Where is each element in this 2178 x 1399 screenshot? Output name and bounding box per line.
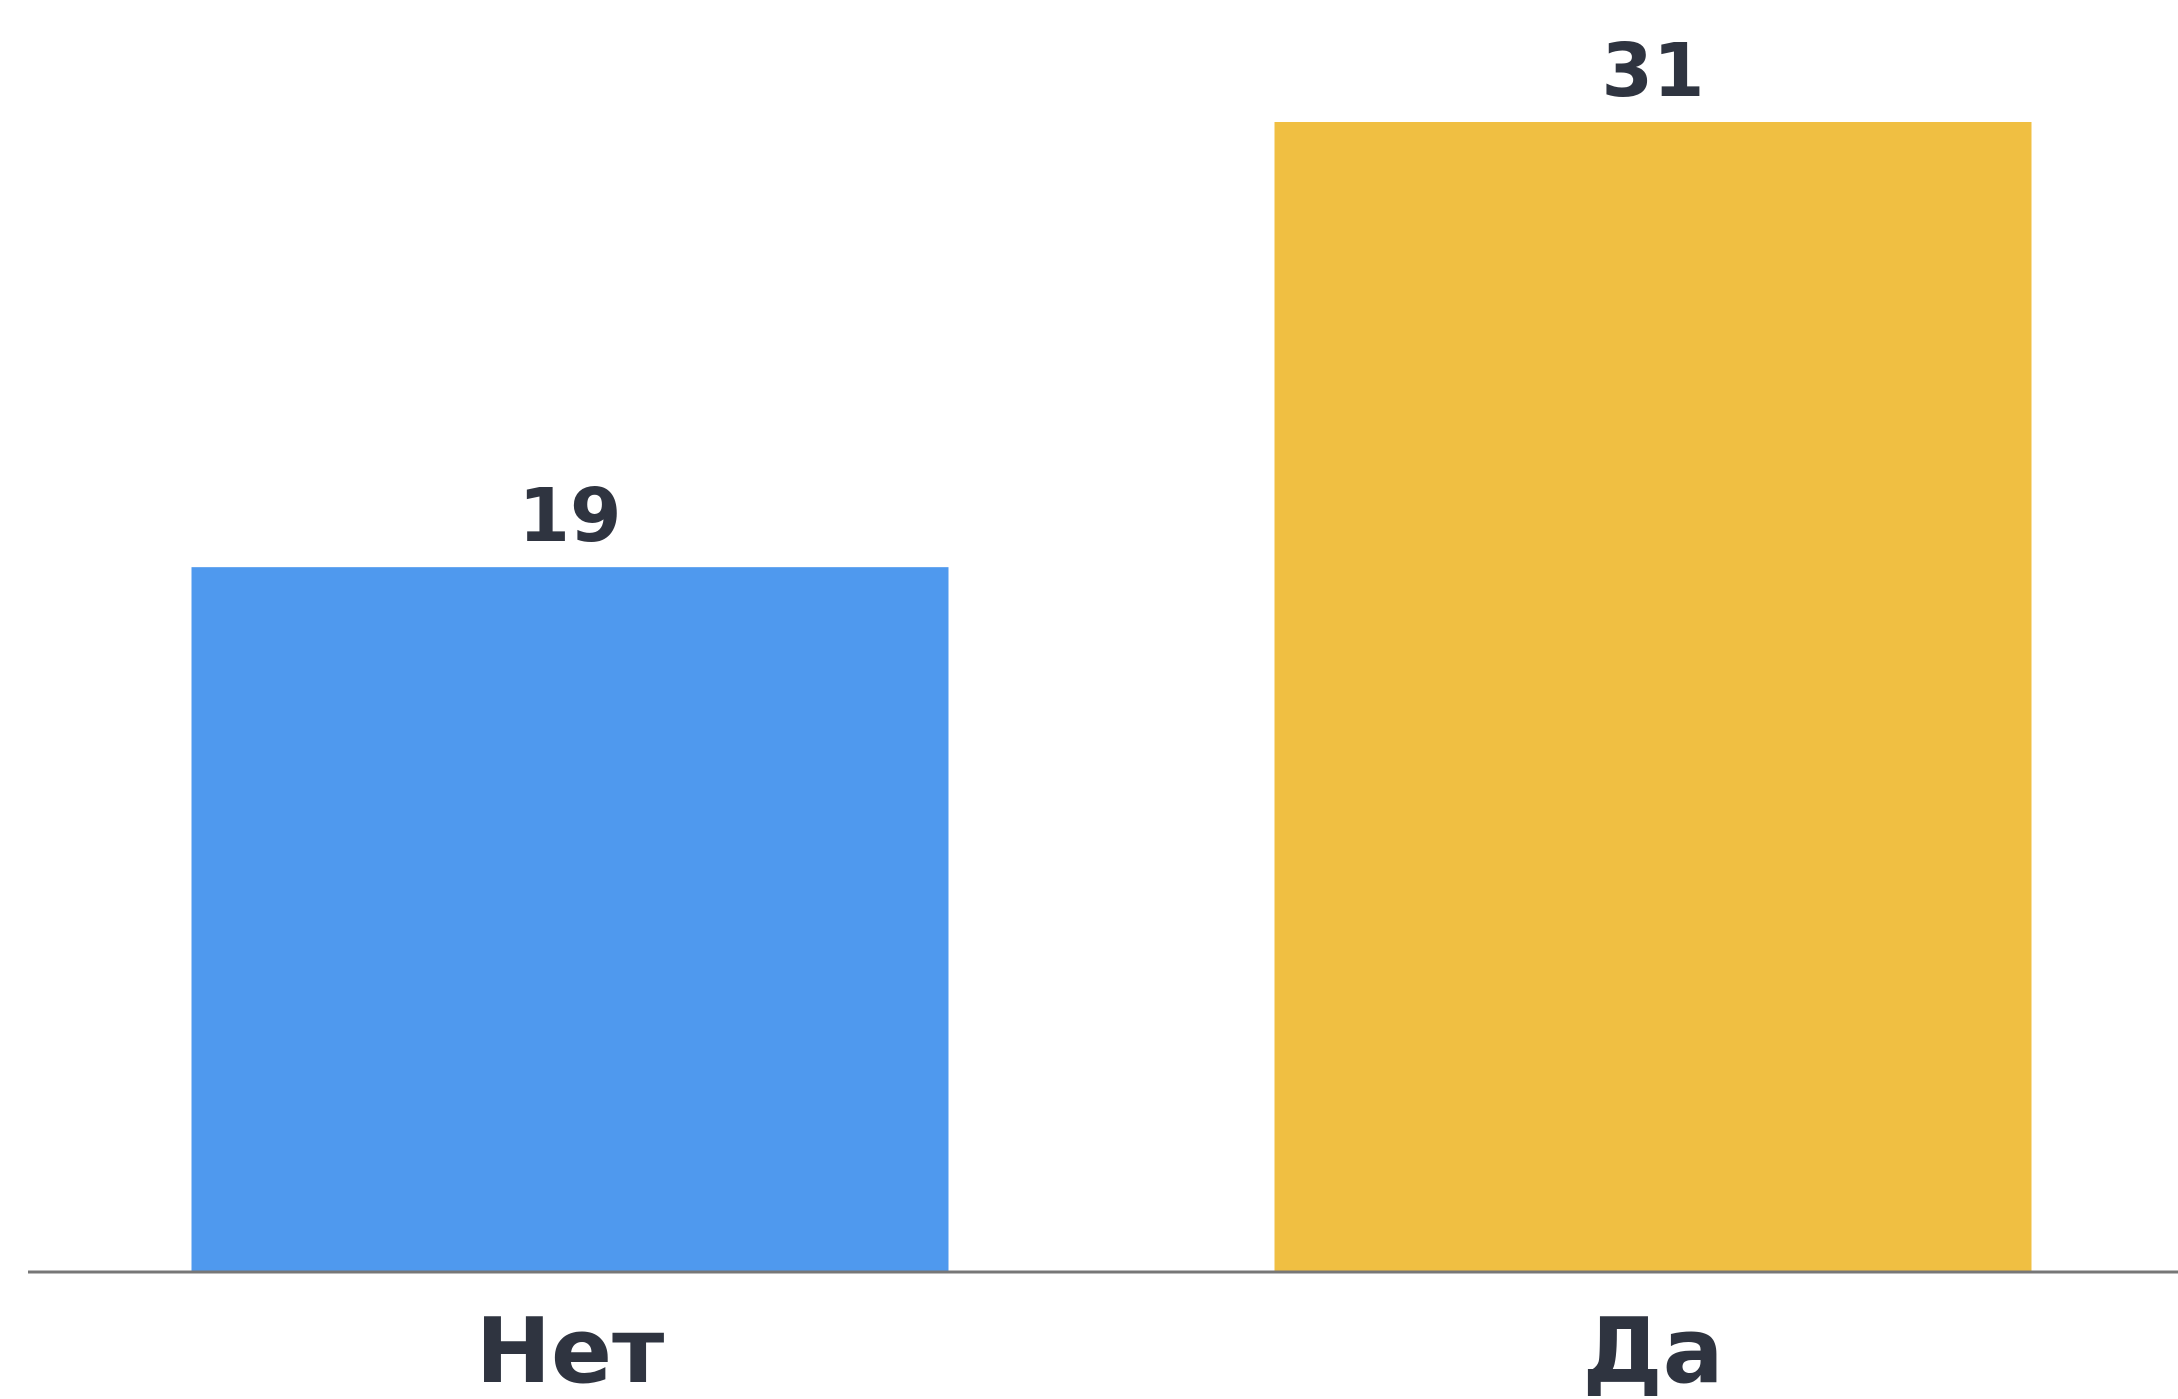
data-label-1: 31 <box>1602 28 1705 114</box>
bar-0 <box>191 567 949 1272</box>
x-tick-label-1: Да <box>1583 1299 1724 1399</box>
bar-1 <box>1274 122 2032 1272</box>
bars-layer <box>191 122 2032 1272</box>
data-label-0: 19 <box>519 473 622 559</box>
x-tick-labels-layer: Нет Да <box>476 1299 1724 1399</box>
x-tick-label-0: Нет <box>476 1299 665 1399</box>
